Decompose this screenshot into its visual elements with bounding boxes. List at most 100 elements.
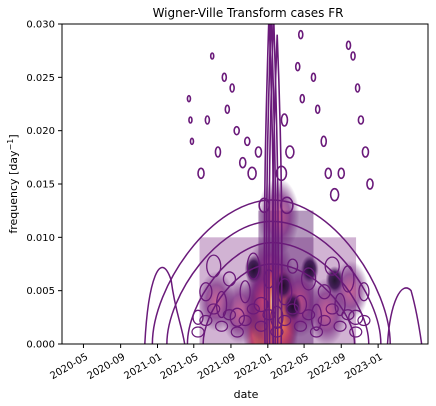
x-tick-label: 2023-01 (343, 352, 385, 382)
contour-ripple (215, 290, 228, 319)
contour-blob (280, 113, 289, 127)
contour-envelope (186, 241, 370, 344)
y-tick-label: 0.015 (26, 180, 55, 191)
contour-ripple (206, 254, 222, 278)
contour-ripple (246, 303, 260, 315)
contour-ripple (222, 309, 237, 321)
contour-ripple (192, 309, 204, 325)
contour-ripple (238, 314, 252, 327)
contour-blob (188, 116, 193, 124)
heat-dark-pocket (325, 266, 344, 294)
y-tick-label: 0.025 (26, 73, 55, 84)
y-axis-label-superscript: −1 (6, 139, 15, 151)
contour-blob (221, 72, 228, 83)
contour-blob (214, 146, 222, 158)
contour-spike (271, 34, 283, 344)
y-tick-label: 0.020 (26, 126, 55, 137)
contour-ripple (309, 326, 324, 338)
contour-ripple (317, 284, 331, 300)
contour-ripple (341, 309, 355, 321)
y-tick-label: 0.000 (26, 340, 55, 351)
contour-blob (310, 72, 317, 83)
contour-ripple (277, 278, 293, 306)
x-tick-label: 2022-09 (306, 352, 348, 382)
contour-blob (275, 165, 288, 182)
contour-blob (238, 156, 247, 169)
contour-blob (329, 187, 340, 202)
chart-title: Wigner-Ville Transform cases FR (153, 6, 344, 20)
contour-ripple (324, 256, 340, 276)
x-tick-label: 2021-09 (196, 352, 238, 382)
contour-spike (268, 24, 280, 344)
contour-ripple (349, 326, 363, 338)
heat-streak (267, 258, 276, 344)
contour-blob (233, 125, 240, 136)
contour-ripple (293, 320, 308, 332)
contour-blob (297, 29, 304, 40)
contour-envelope (166, 220, 382, 344)
contour-ripple (199, 314, 213, 327)
contour-blob (224, 104, 231, 115)
x-tick-label: 2020-09 (86, 352, 128, 382)
contour-blob (209, 52, 215, 60)
contour-ripple (270, 326, 284, 338)
contour-ripple (246, 252, 260, 280)
contour-blob (337, 167, 346, 180)
contour-ripple (302, 309, 316, 321)
contour-spike (265, 24, 277, 344)
x-axis: 2020-052020-092021-012021-052021-092022-… (48, 344, 385, 382)
contour-ripple (334, 292, 346, 317)
contour-ripple (191, 326, 205, 338)
contour-tail (386, 287, 423, 344)
y-axis: 0.000 0.005 0.010 0.015 0.020 0.025 0.030 (26, 20, 62, 351)
heat-dark-pocket (300, 255, 319, 284)
contour-ripple (286, 258, 299, 274)
x-tick-label: 2021-01 (123, 352, 165, 382)
contour-blob (350, 51, 356, 61)
contour-ripple (199, 282, 213, 302)
x-tick-label: 2022-01 (233, 352, 275, 382)
contour-ripple (333, 320, 347, 332)
contour-ripple (300, 267, 317, 291)
contour-blob (354, 83, 361, 93)
contour-ripple (358, 282, 370, 302)
contour-ripple (293, 294, 308, 315)
contour-blob (189, 137, 195, 146)
y-tick-label: 0.030 (26, 20, 55, 31)
contour-blob (204, 115, 211, 125)
contour-ripple (317, 314, 331, 327)
contour-ripple (222, 271, 237, 287)
contour-ripple (325, 303, 339, 315)
contour-blob (345, 40, 352, 51)
contour-ripple (357, 314, 371, 327)
x-tick-label: 2020-05 (48, 352, 90, 382)
contour-ripple (348, 309, 364, 325)
contour-blob (186, 94, 192, 103)
contour-blob (197, 167, 205, 180)
contour-ripple (229, 307, 245, 327)
contour-blob (247, 166, 257, 181)
heat-dark-pocket (283, 292, 302, 321)
x-tick-label: 2022-05 (269, 352, 311, 382)
contour-spike (263, 24, 275, 344)
contour-ripple (263, 269, 275, 289)
y-tick-label: 0.005 (26, 286, 55, 297)
contour-blob (243, 136, 251, 147)
y-axis-label: frequency [day−1] (6, 134, 20, 233)
contour-ripple (286, 303, 300, 315)
contour-ripple (253, 296, 269, 313)
contour-blob (299, 93, 306, 104)
contour-blob (314, 104, 321, 115)
contour-blob (254, 146, 263, 158)
contour-envelope (151, 199, 391, 344)
y-axis-label-suffix: ] (7, 134, 20, 138)
x-tick-label: 2021-05 (159, 352, 201, 382)
contour-blob (258, 197, 270, 214)
contour-layer (144, 24, 423, 344)
contour-tail (144, 266, 186, 344)
contour-ripple (254, 320, 268, 332)
contour-blob (361, 146, 370, 158)
contour-blob (285, 145, 295, 159)
contour-ripple (262, 309, 276, 321)
